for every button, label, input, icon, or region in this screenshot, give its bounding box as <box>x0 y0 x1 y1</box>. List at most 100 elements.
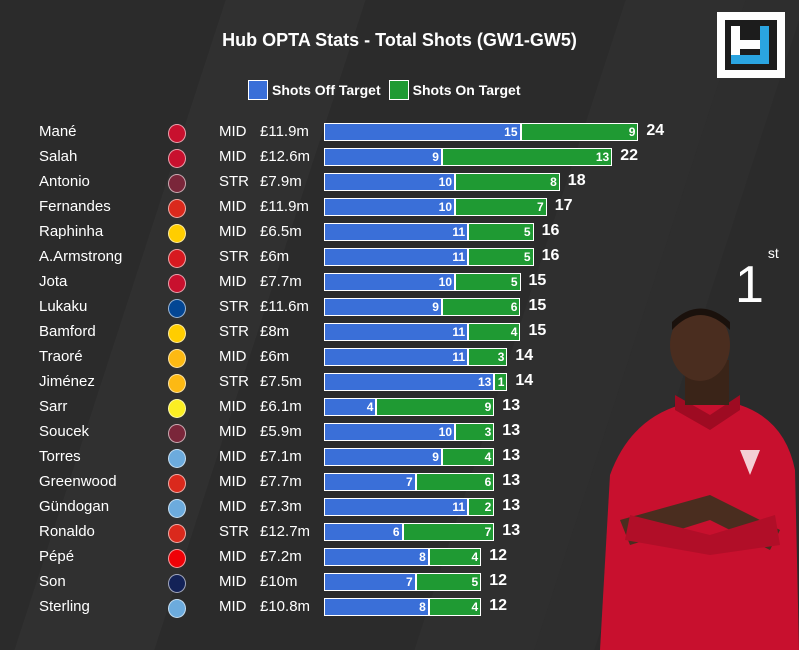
player-price: £6m <box>260 348 290 365</box>
total-shots: 14 <box>515 347 534 364</box>
player-price: £7.7m <box>260 273 302 290</box>
player-name: Mané <box>39 123 77 140</box>
player-position: MID <box>219 423 247 440</box>
west-ham-crest <box>168 174 186 193</box>
player-name: Jota <box>39 273 68 290</box>
player-price: £11.6m <box>260 298 309 315</box>
bar-label-off: 11 <box>452 500 466 514</box>
bar-label-off: 7 <box>406 475 413 489</box>
player-price: £7.2m <box>260 548 302 565</box>
player-position: MID <box>219 548 247 565</box>
bar-shots-on-target: 4 <box>441 448 495 466</box>
player-name: Traoré <box>39 348 83 365</box>
bar-label-on: 8 <box>550 175 557 189</box>
player-price: £6m <box>260 248 290 265</box>
player-name: Bamford <box>39 323 96 340</box>
player-position: STR <box>219 173 249 190</box>
player-position: MID <box>219 448 247 465</box>
bar-label-on: 13 <box>595 150 610 164</box>
total-shots: 16 <box>541 247 560 264</box>
bar-shots-off-target: 7 <box>324 573 416 591</box>
bar-shots-on-target: 8 <box>455 173 560 191</box>
bar-shots-on-target: 4 <box>428 548 482 566</box>
west-ham-crest <box>168 424 186 443</box>
table-row: Pépé MID £7.2m 8 4 12 <box>0 545 799 570</box>
player-position: MID <box>219 223 247 240</box>
bar-label-on: 5 <box>523 250 531 264</box>
total-shots: 13 <box>502 497 521 514</box>
player-price: £10m <box>260 573 298 590</box>
player-position: MID <box>219 148 247 165</box>
liverpool-crest <box>168 149 186 168</box>
bar-shots-on-target: 6 <box>441 298 521 316</box>
bar-shots-off-target: 13 <box>324 373 495 391</box>
player-name: Sterling <box>39 598 90 615</box>
total-shots: 12 <box>489 597 507 614</box>
table-row: Salah MID £12.6m 9 13 22 <box>0 145 799 170</box>
liverpool-crest <box>168 124 186 143</box>
chart-legend: Shots Off Target Shots On Target <box>248 80 521 100</box>
player-name: A.Armstrong <box>39 248 123 265</box>
legend-label-on: Shots On Target <box>412 82 521 98</box>
rank-label: 1st <box>735 245 779 315</box>
player-name: Ronaldo <box>39 523 95 540</box>
chart-title: Hub OPTA Stats - Total Shots (GW1-GW5) <box>222 30 577 50</box>
leeds-crest <box>168 224 186 243</box>
total-shots: 14 <box>515 372 534 389</box>
legend-swatch-on <box>388 80 409 100</box>
table-row: Fernandes MID £11.9m 10 7 17 <box>0 195 799 220</box>
bar-label-on: 9 <box>628 125 636 139</box>
bar-shots-off-target: 10 <box>324 198 455 216</box>
player-position: MID <box>219 123 247 140</box>
bar-label-on: 4 <box>471 550 479 564</box>
player-position: STR <box>219 323 249 340</box>
player-position: STR <box>219 373 249 390</box>
player-price: £7.3m <box>260 498 302 515</box>
bar-shots-off-target: 9 <box>324 298 442 316</box>
chelsea-crest <box>168 299 186 318</box>
total-shots: 16 <box>541 222 560 239</box>
bar-label-off: 7 <box>406 575 413 589</box>
hub-logo-icon <box>717 12 785 78</box>
wolves-crest <box>168 374 186 393</box>
player-price: £7.5m <box>260 373 302 390</box>
bar-label-on: 7 <box>537 200 544 214</box>
table-row: Lukaku STR £11.6m 9 6 15 <box>0 295 799 320</box>
bar-label-off: 10 <box>438 275 452 289</box>
total-shots: 22 <box>620 147 638 164</box>
bar-shots-off-target: 8 <box>324 598 429 616</box>
table-row: Torres MID £7.1m 9 4 13 <box>0 445 799 470</box>
bar-shots-off-target: 10 <box>324 273 455 291</box>
player-price: £6.1m <box>260 398 302 415</box>
bar-label-on: 4 <box>484 450 492 464</box>
bar-label-on: 1 <box>497 375 505 389</box>
legend-label-off: Shots Off Target <box>272 82 381 98</box>
player-name: Jiménez <box>39 373 95 390</box>
bar-label-off: 15 <box>504 125 518 139</box>
player-name: Fernandes <box>39 198 111 215</box>
bar-shots-off-target: 9 <box>324 448 442 466</box>
player-name: Son <box>39 573 66 590</box>
rank-suffix: st <box>767 244 779 261</box>
bar-shots-off-target: 11 <box>324 223 469 241</box>
table-row: Ronaldo STR £12.7m 6 7 13 <box>0 520 799 545</box>
table-row: A.Armstrong STR £6m 11 5 16 <box>0 245 799 270</box>
man-utd-crest <box>168 524 186 543</box>
watford-crest <box>168 399 186 418</box>
total-shots: 15 <box>528 322 547 339</box>
player-position: MID <box>219 573 247 590</box>
bar-label-off: 6 <box>392 525 400 539</box>
bar-shots-on-target: 7 <box>402 523 495 541</box>
bar-label-off: 11 <box>452 250 466 264</box>
legend-swatch-off <box>248 80 268 100</box>
player-price: £11.9m <box>260 123 309 140</box>
bar-label-off: 11 <box>452 350 466 364</box>
bar-label-on: 2 <box>484 500 492 514</box>
player-position: STR <box>219 248 249 265</box>
player-name: Sarr <box>39 398 68 415</box>
table-row: Soucek MID £5.9m 10 3 13 <box>0 420 799 445</box>
player-name: Raphinha <box>39 223 104 240</box>
table-row: Bamford STR £8m 11 4 15 <box>0 320 799 345</box>
player-name: Torres <box>39 448 81 465</box>
player-price: £11.9m <box>260 198 309 215</box>
